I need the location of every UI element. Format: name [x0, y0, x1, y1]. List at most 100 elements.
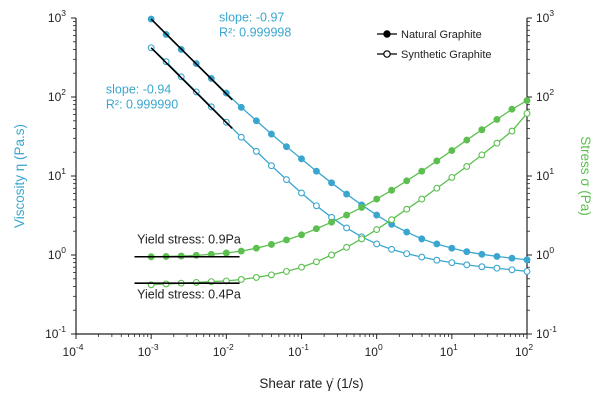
natural-graphite-stress-point — [252, 244, 260, 252]
natural-graphite-viscosity-point — [312, 167, 320, 175]
synthetic-graphite-stress-point — [237, 276, 245, 283]
synthetic-graphite-viscosity-point — [388, 245, 396, 253]
synthetic-graphite-viscosity-point — [267, 162, 275, 170]
natural-graphite-viscosity-point — [237, 103, 245, 111]
x-axis-ticks: 10-4 10-3 10-2 10-1 100 101 102 — [63, 334, 533, 359]
synthetic-graphite-viscosity-point — [493, 264, 501, 272]
natural-graphite-stress-point — [433, 157, 441, 165]
natural-graphite-viscosity-point — [463, 248, 471, 256]
y-left-axis-label: Viscosity η (Pa.s) — [12, 124, 27, 228]
synthetic-graphite-stress-point — [298, 263, 305, 271]
synthetic-graphite-viscosity-point — [312, 202, 320, 210]
natural-graphite-stress-point — [237, 247, 245, 255]
natural-graphite-viscosity-point — [252, 117, 260, 125]
x-axis-label: Shear rate γ̇ (1/s) — [259, 376, 363, 391]
synthetic-graphite-stress-point — [523, 109, 531, 117]
legend-marker-synthetic — [383, 50, 391, 58]
synthetic-graphite-stress-point — [508, 127, 516, 135]
natural-graphite-viscosity-point — [478, 250, 486, 258]
natural-graphite-stress-point — [328, 218, 335, 226]
legend-entry-natural: Natural Graphite — [377, 29, 482, 41]
synthetic-graphite-viscosity-point — [343, 224, 351, 232]
natural-graphite-stress-point — [493, 115, 501, 123]
synthetic-graphite-viscosity-point — [237, 133, 245, 141]
synthetic-graphite-viscosity-point — [463, 261, 471, 269]
synthetic-graphite-stress-point — [343, 243, 351, 251]
annotations: slope: -0.97 R²: 0.999998 slope: -0.94 R… — [106, 11, 291, 302]
natural-graphite-viscosity-point — [433, 240, 441, 248]
synthetic-graphite-stress-point — [448, 173, 456, 181]
natural-graphite-stress-point — [373, 195, 381, 203]
synthetic-graphite-viscosity-point — [298, 189, 305, 197]
synthetic-graphite-stress-point — [373, 226, 381, 233]
synthetic-graphite-viscosity-point — [508, 266, 516, 274]
natural-graphite-stress-point — [298, 231, 305, 239]
y-right-axis-ticks: 10-1 100 101 102 103 — [527, 8, 557, 341]
synthetic-graphite-viscosity-point — [403, 250, 411, 258]
y-right-tick-label: 102 — [536, 87, 554, 104]
yield-stress-natural-label: Yield stress: 0.9Pa — [137, 232, 241, 246]
synthetic-graphite-viscosity-point — [252, 147, 260, 155]
natural-graphite-viscosity-point — [283, 143, 290, 151]
y-left-tick-label: 101 — [48, 166, 66, 183]
y-right-tick-label: 100 — [536, 245, 554, 262]
natural-graphite-viscosity-point — [343, 190, 351, 198]
synthetic-graphite-stress-point — [403, 205, 411, 213]
synthetic-graphite-viscosity-point — [478, 263, 486, 271]
natural-graphite-stress-point — [448, 147, 456, 154]
natural-graphite-viscosity-point — [418, 235, 426, 243]
natural-graphite-viscosity-point — [373, 211, 381, 219]
x-tick-label: 10-3 — [138, 342, 159, 359]
natural-graphite-stress-point — [463, 136, 471, 144]
y-left-axis-ticks: 10-1 100 101 102 103 — [45, 8, 76, 341]
x-tick-label: 102 — [515, 342, 533, 359]
y-left-tick-label: 10-1 — [45, 324, 66, 341]
legend-label-natural: Natural Graphite — [401, 29, 482, 41]
yield-stress-synthetic-label: Yield stress: 0.4Pa — [137, 288, 241, 302]
legend: Natural Graphite Synthetic Graphite — [377, 29, 492, 61]
synthetic-graphite-stress-point — [252, 273, 260, 281]
x-tick-label: 10-2 — [213, 342, 234, 359]
legend-label-synthetic: Synthetic Graphite — [401, 49, 492, 61]
natural-graphite-stress-point — [478, 126, 486, 134]
synthetic-graphite-stress-point — [463, 163, 471, 170]
fit-lines-layer — [134, 18, 240, 284]
fit-line-0 — [150, 18, 233, 101]
synthetic-graphite-viscosity-point — [433, 256, 441, 264]
natural-graphite-stress-point — [222, 249, 230, 257]
y-right-axis-label: Stress σ (Pa) — [578, 136, 593, 216]
synthetic-graphite-stress-point — [388, 216, 396, 224]
x-tick-label: 100 — [365, 342, 383, 359]
x-tick-label: 101 — [440, 342, 458, 359]
natural-graphite-viscosity-point — [523, 256, 531, 264]
y-right-tick-label: 103 — [536, 8, 554, 25]
synthetic-graphite-viscosity-point — [373, 240, 381, 248]
synthetic-graphite-stress-point — [328, 251, 335, 259]
plot-frame — [75, 18, 528, 335]
synthetic-graphite-viscosity-point — [418, 253, 426, 261]
legend-entry-synthetic: Synthetic Graphite — [377, 49, 492, 61]
slope-natural-label: slope: -0.97 — [219, 11, 284, 25]
synthetic-graphite-stress-point — [283, 267, 290, 275]
r2-synthetic-label: R²: 0.999990 — [106, 98, 178, 112]
synthetic-graphite-stress-point — [358, 235, 366, 243]
natural-graphite-viscosity-point — [267, 130, 275, 138]
natural-graphite-stress-point — [358, 203, 366, 211]
r2-natural-label: R²: 0.999998 — [219, 26, 291, 40]
y-left-tick-label: 103 — [48, 8, 66, 25]
y-left-tick-label: 100 — [48, 245, 66, 262]
synthetic-graphite-stress-point — [418, 195, 426, 203]
slope-synthetic-label: slope: -0.94 — [106, 83, 171, 97]
fit-line-1 — [150, 47, 233, 130]
synthetic-graphite-viscosity-point — [448, 259, 456, 267]
synthetic-graphite-stress-point — [478, 151, 486, 159]
natural-graphite-viscosity-point — [448, 244, 456, 252]
natural-graphite-stress-point — [343, 211, 351, 219]
synthetic-graphite-stress-line — [151, 112, 528, 286]
y-left-tick-label: 102 — [48, 87, 66, 104]
synthetic-graphite-viscosity-point — [523, 267, 531, 275]
synthetic-graphite-stress-point — [267, 271, 275, 279]
synthetic-graphite-stress-point — [312, 258, 320, 266]
synthetic-graphite-stress-point — [433, 184, 441, 192]
